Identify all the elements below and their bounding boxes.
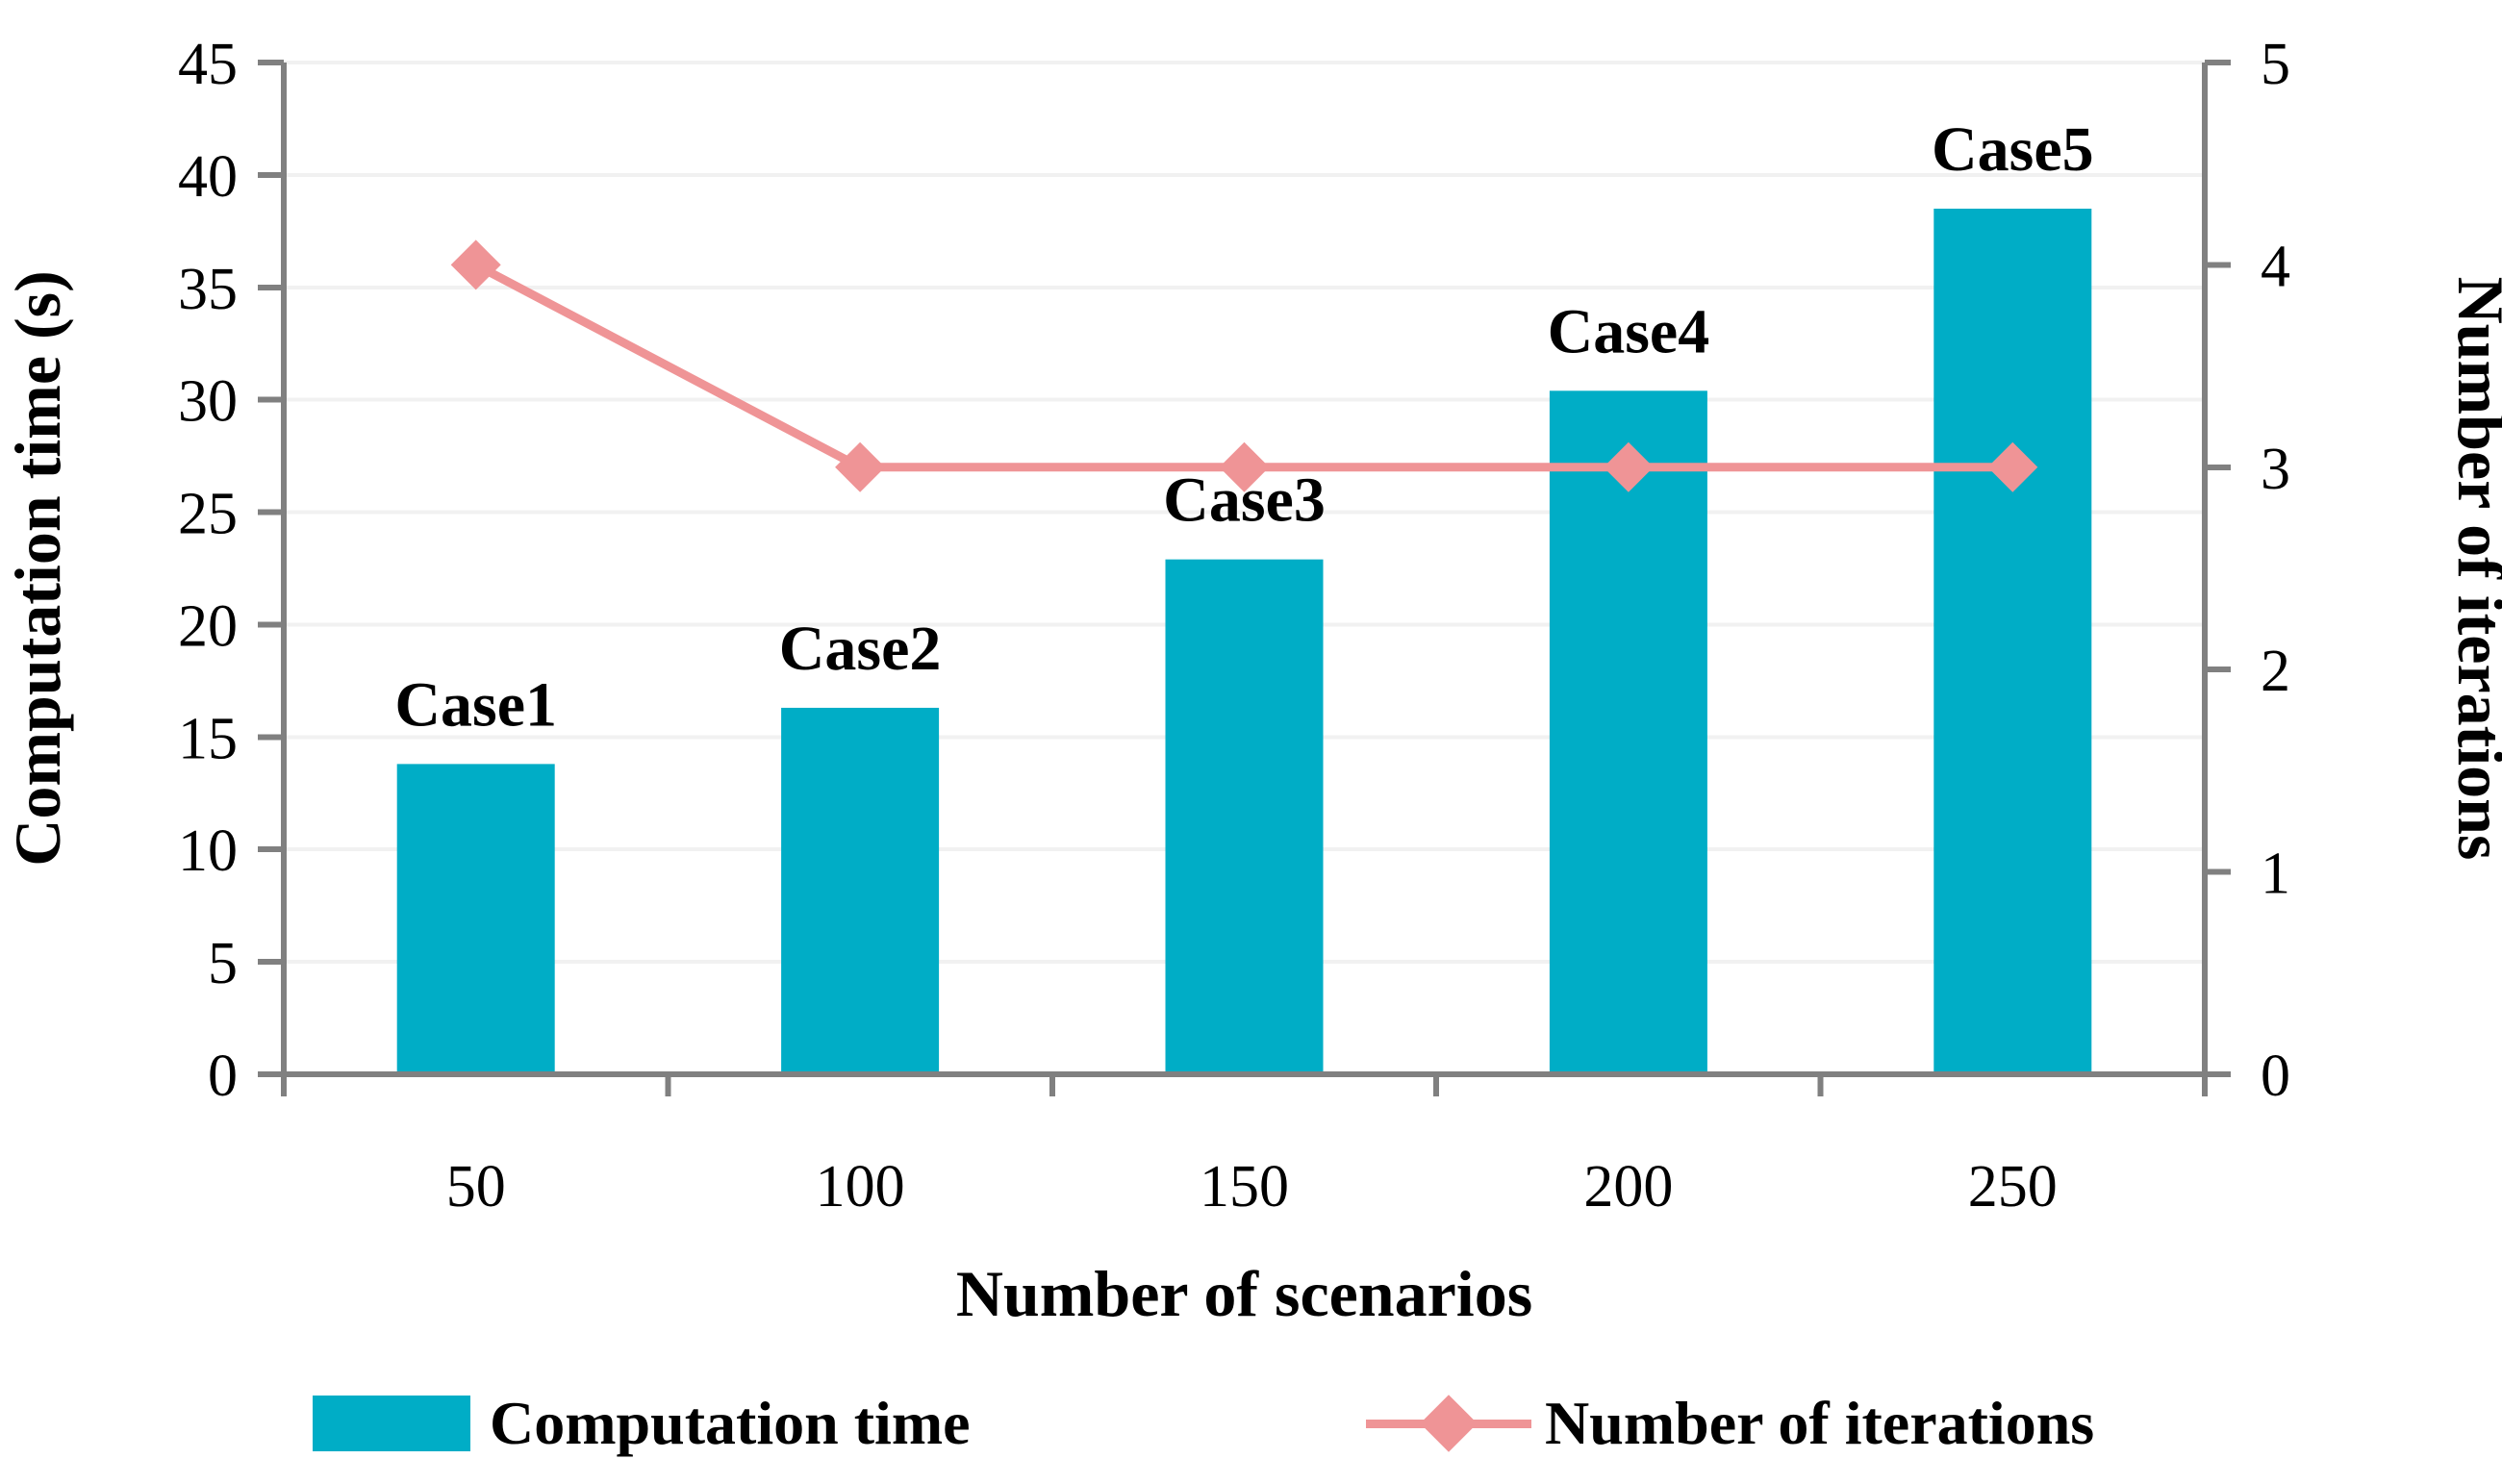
x-tick-label-50: 50 xyxy=(446,1154,506,1220)
left-tick-label-10: 10 xyxy=(178,818,238,884)
x-axis-title: Number of scenarios xyxy=(956,1257,1532,1330)
right-tick-label-1: 1 xyxy=(2261,842,2290,907)
left-tick-label-25: 25 xyxy=(178,482,238,547)
x-tick-label-100: 100 xyxy=(816,1154,905,1220)
bar-case4 xyxy=(1549,390,1707,1074)
x-tick-label-150: 150 xyxy=(1200,1154,1289,1220)
left-tick-label-0: 0 xyxy=(208,1044,238,1109)
gridlines xyxy=(284,61,2205,965)
iterations-line xyxy=(473,261,2013,472)
case-label-1: Case1 xyxy=(394,669,557,740)
bars-computation-time xyxy=(396,208,2092,1074)
bar-swatch-icon xyxy=(313,1396,470,1451)
bar-case3 xyxy=(1165,559,1324,1074)
x-tick-label-200: 200 xyxy=(1583,1154,1673,1220)
diamond-marker-3 xyxy=(1219,441,1270,492)
bar-case5 xyxy=(1933,208,2092,1074)
x-tick-label-250: 250 xyxy=(1968,1154,2058,1220)
bar-case1 xyxy=(396,764,555,1074)
left-axis-title: Computation time (s) xyxy=(1,270,74,867)
diamond-marker-1 xyxy=(450,239,501,290)
right-tick-label-3: 3 xyxy=(2261,437,2290,502)
legend-item-number-of-iterations: Number of iterations xyxy=(1366,1389,2094,1457)
right-axis-title: Number of iterations xyxy=(2444,277,2502,861)
left-tick-label-5: 5 xyxy=(208,931,238,996)
legend-diamond-icon xyxy=(1420,1395,1478,1452)
right-tick-label-5: 5 xyxy=(2261,32,2290,97)
right-tick-label-4: 4 xyxy=(2261,234,2290,299)
left-tick-label-35: 35 xyxy=(178,257,238,322)
right-tick-label-2: 2 xyxy=(2261,639,2290,704)
legend-label-number-of-iterations: Number of iterations xyxy=(1545,1389,2095,1457)
diamond-marker-4 xyxy=(1603,441,1654,492)
case-label-5: Case5 xyxy=(1932,114,2094,185)
diamond-marker-5 xyxy=(1987,441,2038,492)
diamond-marker-2 xyxy=(835,441,886,492)
right-tick-label-0: 0 xyxy=(2261,1044,2290,1109)
legend-item-computation-time: Computation time xyxy=(313,1389,971,1457)
left-tick-label-45: 45 xyxy=(178,32,238,97)
case-label-4: Case4 xyxy=(1548,296,1710,366)
left-tick-label-40: 40 xyxy=(178,144,238,210)
case-label-2: Case2 xyxy=(779,614,942,684)
left-tick-label-15: 15 xyxy=(178,706,238,771)
bar-case2 xyxy=(781,707,940,1074)
line-number-of-iterations xyxy=(450,239,2038,492)
left-tick-label-30: 30 xyxy=(178,369,238,435)
left-tick-label-20: 20 xyxy=(178,593,238,659)
legend-label-computation-time: Computation time xyxy=(490,1389,971,1457)
line-diamond-marker-icon xyxy=(1366,1395,1531,1452)
axes xyxy=(258,60,2231,1096)
